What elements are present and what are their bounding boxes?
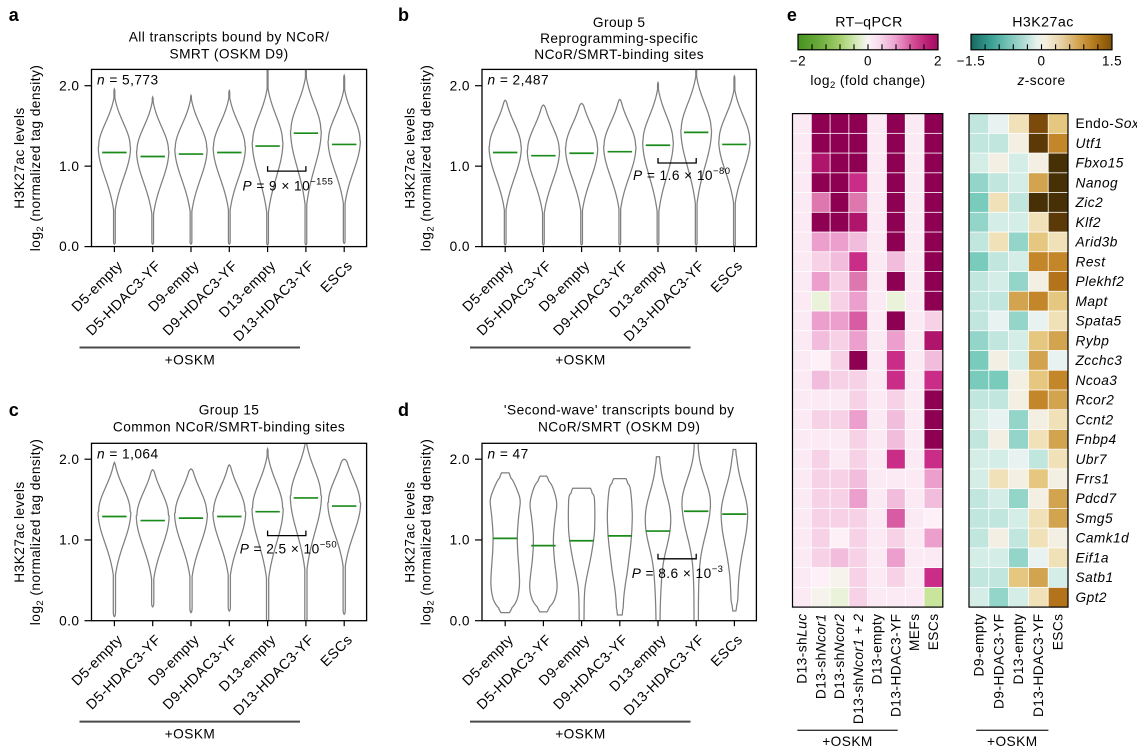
- svg-text:Plekhf2: Plekhf2: [1076, 274, 1125, 289]
- svg-text:0: 0: [864, 54, 872, 69]
- svg-text:log2 (normalized tag density): log2 (normalized tag density): [419, 439, 437, 625]
- svg-text:−1.5: −1.5: [957, 54, 985, 69]
- svg-text:P = 1.6 × 10−80: P = 1.6 × 10−80: [633, 166, 730, 183]
- svg-text:Camk1d: Camk1d: [1076, 531, 1130, 546]
- svg-text:Ccnt2: Ccnt2: [1076, 412, 1114, 427]
- svg-text:log2 (normalized tag density): log2 (normalized tag density): [28, 65, 46, 251]
- svg-text:0: 0: [1038, 54, 1046, 69]
- svg-text:a: a: [9, 5, 20, 25]
- svg-text:Eif1a: Eif1a: [1076, 550, 1109, 565]
- svg-text:1.0: 1.0: [450, 533, 470, 548]
- svg-text:D13-shNcor1 + 2: D13-shNcor1 + 2: [851, 614, 866, 725]
- svg-text:n = 5,773: n = 5,773: [97, 73, 159, 88]
- svg-text:H3K27ac: H3K27ac: [1012, 15, 1074, 31]
- svg-text:ESCs: ESCs: [926, 614, 941, 651]
- svg-text:1.0: 1.0: [59, 533, 79, 548]
- svg-text:Common NCoR/SMRT-binding sites: Common NCoR/SMRT-binding sites: [113, 420, 345, 435]
- svg-text:2.0: 2.0: [450, 78, 470, 93]
- svg-text:H3K27ac levels: H3K27ac levels: [403, 481, 418, 582]
- svg-text:Ncoa3: Ncoa3: [1076, 373, 1118, 388]
- svg-text:Reprogramming-specific: Reprogramming-specific: [540, 31, 698, 46]
- svg-text:c: c: [9, 400, 19, 420]
- svg-text:Utf1: Utf1: [1076, 136, 1103, 151]
- svg-text:d: d: [398, 400, 409, 420]
- svg-text:Klf2: Klf2: [1076, 215, 1101, 230]
- svg-text:+OSKM: +OSKM: [165, 353, 216, 368]
- svg-text:H3K27ac levels: H3K27ac levels: [12, 481, 27, 582]
- svg-text:Rybp: Rybp: [1076, 333, 1110, 348]
- svg-text:Mapt: Mapt: [1076, 294, 1109, 309]
- svg-text:2: 2: [934, 54, 942, 69]
- svg-text:e: e: [787, 5, 797, 25]
- svg-text:0.0: 0.0: [59, 613, 79, 628]
- svg-text:Zcchc3: Zcchc3: [1075, 353, 1123, 368]
- svg-text:Endo-Sox2: Endo-Sox2: [1076, 116, 1137, 131]
- svg-text:Arid3b: Arid3b: [1075, 235, 1118, 250]
- svg-text:RT–qPCR: RT–qPCR: [835, 15, 903, 31]
- svg-text:Spata5: Spata5: [1076, 314, 1122, 329]
- svg-text:0.0: 0.0: [450, 613, 470, 628]
- svg-text:n = 2,487: n = 2,487: [488, 73, 550, 88]
- svg-text:log2 (normalized tag density): log2 (normalized tag density): [419, 65, 437, 251]
- svg-text:P = 8.6 × 10−3: P = 8.6 × 10−3: [632, 564, 724, 581]
- svg-text:+OSKM: +OSKM: [555, 727, 606, 742]
- svg-text:−2: −2: [790, 54, 806, 69]
- svg-text:'Second-wave' transcripts boun: 'Second-wave' transcripts bound by: [504, 403, 735, 418]
- svg-text:z-score: z-score: [1016, 73, 1065, 88]
- svg-text:1.0: 1.0: [59, 159, 79, 174]
- svg-text:Nanog: Nanog: [1076, 175, 1119, 190]
- svg-text:0.0: 0.0: [59, 239, 79, 254]
- svg-text:H3K27ac levels: H3K27ac levels: [12, 107, 27, 208]
- svg-text:MEFs: MEFs: [907, 614, 922, 652]
- svg-text:Fbxo15: Fbxo15: [1076, 156, 1124, 171]
- svg-text:Pdcd7: Pdcd7: [1076, 491, 1118, 506]
- svg-text:2.0: 2.0: [59, 78, 79, 93]
- svg-text:Fnbp4: Fnbp4: [1076, 432, 1117, 447]
- svg-text:NCoR/SMRT (OSKM D9): NCoR/SMRT (OSKM D9): [538, 420, 700, 435]
- svg-text:2.0: 2.0: [450, 452, 470, 467]
- svg-text:Rest: Rest: [1076, 254, 1107, 269]
- svg-text:D13-empty: D13-empty: [1011, 614, 1026, 685]
- svg-text:P = 2.5 × 10−50: P = 2.5 × 10−50: [240, 539, 337, 556]
- svg-text:log2 (normalized tag density): log2 (normalized tag density): [28, 439, 46, 625]
- svg-text:D13-shNcor2: D13-shNcor2: [832, 614, 847, 700]
- svg-text:Frrs1: Frrs1: [1076, 471, 1110, 486]
- svg-text:D13-HDAC3-YF: D13-HDAC3-YF: [1031, 614, 1046, 718]
- svg-text:All transcripts bound by NCoR/: All transcripts bound by NCoR/: [129, 30, 330, 45]
- svg-text:+OSKM: +OSKM: [822, 734, 873, 749]
- svg-text:n = 47: n = 47: [488, 447, 529, 462]
- svg-text:Zic2: Zic2: [1075, 195, 1104, 210]
- svg-text:H3K27ac levels: H3K27ac levels: [403, 107, 418, 208]
- svg-text:ESCs: ESCs: [1051, 614, 1066, 651]
- svg-text:D13-HDAC3-YF: D13-HDAC3-YF: [888, 614, 903, 718]
- svg-text:Smg5: Smg5: [1076, 511, 1114, 526]
- svg-text:D13-empty: D13-empty: [870, 614, 885, 685]
- svg-text:Ubr7: Ubr7: [1076, 452, 1108, 467]
- svg-text:D13-shLuc: D13-shLuc: [795, 614, 810, 684]
- svg-text:Gpt2: Gpt2: [1076, 590, 1107, 605]
- svg-text:SMRT (OSKM D9): SMRT (OSKM D9): [169, 47, 288, 62]
- svg-text:D13-shNcor1: D13-shNcor1: [813, 614, 828, 700]
- svg-text:b: b: [398, 5, 409, 25]
- svg-text:Group 5: Group 5: [593, 15, 646, 30]
- svg-text:Group 15: Group 15: [199, 403, 260, 418]
- svg-text:D9-empty: D9-empty: [972, 614, 987, 677]
- svg-text:D9-HDAC3-YF: D9-HDAC3-YF: [991, 614, 1006, 709]
- svg-text:+OSKM: +OSKM: [165, 727, 216, 742]
- svg-text:NCoR/SMRT-binding sites: NCoR/SMRT-binding sites: [534, 47, 704, 62]
- svg-text:Satb1: Satb1: [1076, 570, 1114, 585]
- svg-text:2.0: 2.0: [59, 452, 79, 467]
- svg-text:n = 1,064: n = 1,064: [97, 447, 159, 462]
- svg-text:1.5: 1.5: [1102, 54, 1122, 69]
- svg-text:+OSKM: +OSKM: [987, 734, 1038, 749]
- svg-text:1.0: 1.0: [450, 159, 470, 174]
- svg-text:0.0: 0.0: [450, 239, 470, 254]
- svg-text:+OSKM: +OSKM: [555, 353, 606, 368]
- svg-text:Rcor2: Rcor2: [1076, 393, 1115, 408]
- svg-text:log2 (fold change): log2 (fold change): [810, 73, 925, 91]
